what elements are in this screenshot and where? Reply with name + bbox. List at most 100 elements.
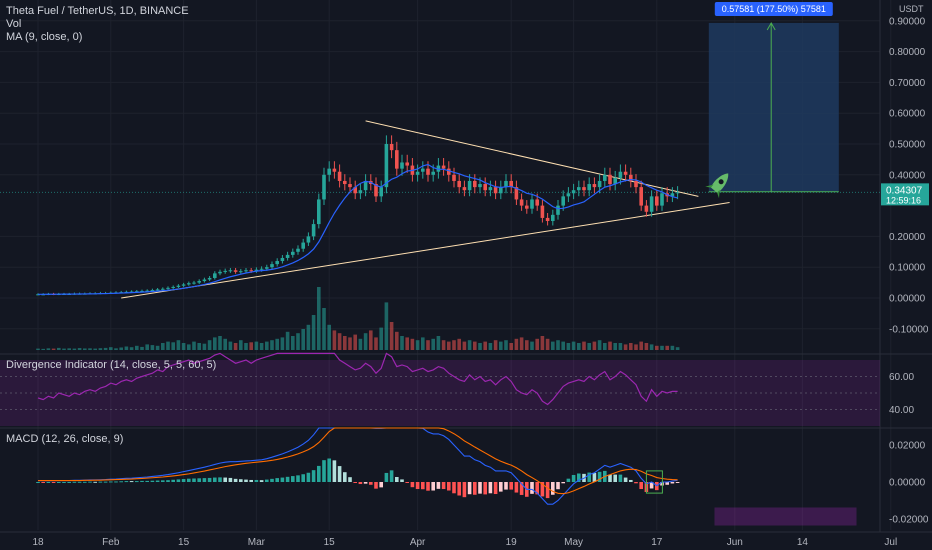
macd-hist-bar — [545, 482, 550, 499]
volume-bar — [51, 348, 56, 350]
volume-bar — [135, 345, 139, 350]
volume-bar — [561, 341, 565, 350]
macd-legend[interactable]: MACD (12, 26, close, 9) — [6, 433, 124, 445]
volume-bar — [41, 348, 45, 350]
macd-hist-bar — [119, 481, 123, 483]
volume-bar — [675, 347, 680, 350]
candle-body — [197, 281, 201, 283]
macd-hist-bar — [670, 482, 675, 484]
macd-hist-bar — [187, 478, 191, 482]
macd-hist-bar — [280, 477, 285, 482]
macd-tick-label: -0.02000 — [889, 515, 929, 526]
volume-bar — [535, 338, 539, 350]
candle-body — [629, 174, 633, 181]
candle-body — [379, 187, 383, 197]
macd-hist-bar — [98, 481, 103, 483]
macd-hist-bar — [358, 482, 363, 485]
volume-bar — [67, 348, 71, 350]
volume-bar — [405, 337, 409, 350]
volume-bar — [551, 341, 555, 350]
macd-line — [37, 427, 678, 505]
volume-bar — [545, 338, 550, 350]
price-tick-label: 0.90000 — [889, 16, 926, 27]
volume-bar — [613, 343, 617, 350]
macd-hist-bar — [259, 480, 264, 482]
macd-hist-bar — [483, 482, 487, 495]
macd-hist-bar — [592, 472, 597, 482]
volume-bar — [592, 341, 597, 350]
volume-bar — [332, 330, 337, 350]
macd-hist-bar — [171, 479, 175, 482]
candle-body — [561, 196, 565, 206]
macd-hist-bar — [192, 478, 196, 482]
candle-body — [452, 174, 456, 181]
candle-body — [509, 180, 513, 188]
candle-body — [447, 168, 451, 175]
price-tick-label: 0.50000 — [889, 140, 926, 151]
macd-hist-bar — [145, 480, 149, 482]
volume-bar — [249, 342, 253, 350]
macd-hist-bar — [202, 478, 207, 482]
volume-bar — [296, 333, 300, 350]
candle-body — [634, 180, 638, 188]
macd-hist-bar — [317, 465, 321, 482]
volume-bar — [441, 340, 446, 350]
macd-hist-bar — [540, 482, 545, 497]
volume-bar — [639, 341, 643, 350]
current-price-badge — [881, 183, 929, 206]
volume-bar — [181, 343, 186, 350]
volume-bar — [265, 341, 269, 350]
macd-hist-bar — [509, 482, 513, 490]
candle-body — [519, 199, 524, 206]
macd-hist-bar — [311, 470, 316, 482]
volume-bar — [571, 341, 576, 350]
volume-bar — [525, 340, 529, 350]
candle-body — [441, 165, 446, 169]
candle-body — [150, 289, 155, 291]
macd-hist-bar — [218, 477, 222, 482]
candle-body — [135, 291, 139, 293]
macd-hist-bar — [285, 476, 290, 482]
macd-hist-bar — [608, 474, 612, 482]
candle-body — [202, 279, 207, 282]
lower-trendline — [121, 202, 730, 299]
volume-bar — [462, 341, 467, 350]
macd-hist-bar — [452, 482, 456, 494]
rocket-icon — [705, 173, 729, 199]
rsi-legend[interactable]: Divergence Indicator (14, close, 5, 5, 6… — [6, 359, 217, 371]
volume-bar — [192, 341, 196, 350]
candle-body — [421, 168, 425, 172]
candle-body — [176, 285, 181, 287]
volume-bar — [400, 336, 404, 350]
volume-bar — [155, 345, 160, 350]
volume-bar — [285, 331, 290, 350]
macd-hist-bar — [488, 482, 493, 494]
candle-body — [192, 282, 196, 284]
macd-hist-bar — [197, 478, 201, 482]
candle-body — [155, 289, 160, 291]
candle-body — [395, 150, 399, 169]
macd-hist-bar — [348, 477, 352, 482]
macd-hist-bar — [493, 482, 498, 495]
time-tick-label: 15 — [178, 537, 190, 548]
macd-hist-bar — [363, 482, 368, 484]
volume-bar — [72, 348, 77, 350]
candle-body — [280, 257, 285, 262]
macd-hist-bar — [155, 480, 160, 482]
time-tick-label: 19 — [506, 537, 518, 548]
candle-body — [436, 165, 441, 172]
candle-body — [285, 254, 290, 258]
volume-bar — [519, 337, 524, 350]
macd-hist-bar — [634, 482, 638, 484]
macd-hist-bar — [301, 474, 305, 482]
symbol-legend[interactable]: Theta Fuel / TetherUS, 1D, BINANCE Vol M… — [6, 5, 189, 44]
macd-hist-bar — [291, 476, 295, 482]
volume-bar — [119, 347, 123, 350]
price-tick-label: 0.10000 — [889, 263, 926, 274]
macd-hist-bar — [62, 482, 66, 483]
candle-body — [327, 168, 331, 175]
candle-body — [639, 187, 643, 206]
macd-projection-box — [714, 507, 857, 526]
